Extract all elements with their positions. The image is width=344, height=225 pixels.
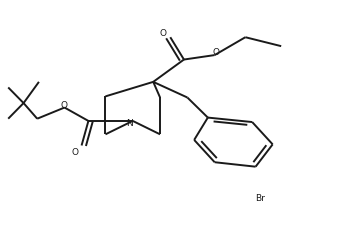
Text: N: N (126, 118, 133, 127)
Text: O: O (159, 29, 166, 38)
Text: O: O (71, 147, 78, 156)
Text: O: O (60, 100, 67, 109)
Text: Br: Br (255, 194, 265, 202)
Text: O: O (213, 48, 220, 57)
